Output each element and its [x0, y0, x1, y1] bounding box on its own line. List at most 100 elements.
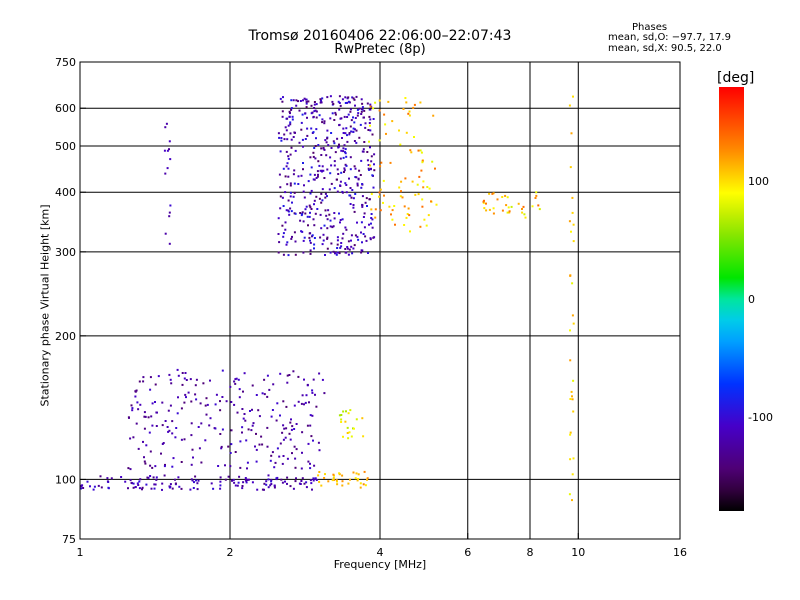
- data-point: [244, 477, 247, 479]
- data-point: [416, 183, 419, 186]
- data-point: [427, 214, 430, 217]
- data-point: [310, 482, 313, 485]
- data-point: [347, 437, 350, 440]
- data-point: [195, 378, 198, 381]
- data-point: [508, 210, 511, 213]
- data-point: [569, 398, 572, 400]
- data-point: [419, 101, 422, 104]
- data-point: [346, 134, 348, 137]
- data-point: [344, 152, 347, 155]
- data-point: [313, 464, 316, 467]
- data-point: [336, 168, 339, 171]
- data-point: [168, 242, 171, 245]
- data-point: [367, 167, 370, 170]
- data-point: [313, 203, 315, 206]
- data-point: [339, 157, 342, 160]
- data-point: [313, 199, 316, 202]
- data-point: [281, 196, 284, 199]
- data-point: [154, 401, 156, 403]
- data-point: [488, 192, 491, 195]
- data-point: [285, 405, 288, 408]
- data-point: [570, 230, 572, 233]
- data-point: [300, 402, 303, 405]
- data-point: [150, 415, 153, 418]
- data-point: [385, 132, 387, 135]
- data-point: [289, 132, 292, 135]
- data-point: [308, 204, 311, 207]
- data-point: [318, 197, 321, 200]
- data-point: [411, 180, 414, 183]
- data-point: [137, 447, 140, 450]
- data-point: [297, 400, 300, 403]
- data-point: [404, 97, 407, 99]
- data-point: [285, 129, 288, 132]
- data-point: [184, 393, 187, 396]
- data-point: [309, 462, 311, 465]
- data-point: [364, 201, 367, 204]
- data-point: [285, 209, 288, 212]
- data-point: [137, 484, 140, 486]
- data-point: [219, 487, 222, 490]
- data-point: [353, 165, 356, 168]
- data-point: [196, 488, 199, 491]
- data-point: [319, 213, 322, 216]
- data-point: [312, 479, 315, 482]
- data-point: [568, 220, 571, 223]
- data-point: [315, 110, 318, 113]
- data-point: [261, 392, 264, 395]
- data-point: [360, 249, 363, 252]
- data-point: [370, 222, 372, 225]
- data-point: [422, 186, 425, 189]
- data-point: [362, 116, 365, 119]
- data-point: [428, 187, 431, 190]
- data-point: [345, 191, 348, 194]
- data-point: [360, 108, 363, 110]
- data-point: [224, 478, 227, 481]
- data-point: [255, 432, 257, 435]
- data-point: [571, 499, 573, 502]
- data-point: [174, 482, 177, 485]
- data-point: [368, 122, 371, 124]
- data-point: [370, 193, 373, 195]
- data-point: [149, 475, 152, 477]
- data-point: [153, 487, 156, 490]
- data-point: [384, 123, 387, 126]
- data-point: [292, 487, 295, 490]
- data-point: [336, 239, 339, 242]
- data-point: [309, 479, 312, 482]
- data-point: [523, 213, 526, 216]
- data-point: [99, 475, 102, 478]
- data-point: [191, 448, 194, 451]
- data-point: [291, 118, 294, 121]
- data-point: [300, 214, 303, 217]
- data-point: [409, 230, 411, 233]
- data-point: [369, 129, 372, 132]
- data-point: [379, 209, 382, 212]
- data-point: [277, 217, 280, 220]
- data-point: [145, 483, 148, 486]
- data-point: [292, 99, 295, 102]
- data-point: [132, 482, 135, 485]
- data-point: [333, 160, 336, 163]
- stats-header: Phases: [632, 22, 668, 33]
- data-point: [317, 160, 320, 163]
- data-point: [323, 177, 326, 179]
- data-point: [353, 121, 356, 124]
- data-point: [143, 411, 146, 414]
- data-point: [166, 426, 169, 428]
- data-point: [421, 161, 424, 164]
- data-point: [89, 485, 91, 488]
- data-point: [363, 141, 366, 143]
- data-point: [189, 488, 192, 491]
- data-point: [288, 110, 291, 113]
- data-point: [326, 195, 328, 198]
- data-point: [306, 134, 309, 137]
- data-point: [483, 207, 486, 210]
- data-point: [302, 239, 305, 242]
- data-point: [352, 130, 355, 133]
- data-point: [371, 226, 374, 229]
- data-point: [482, 201, 485, 204]
- data-point: [290, 138, 293, 141]
- colorbar: 100 0 -100: [719, 87, 773, 511]
- data-point: [310, 127, 313, 130]
